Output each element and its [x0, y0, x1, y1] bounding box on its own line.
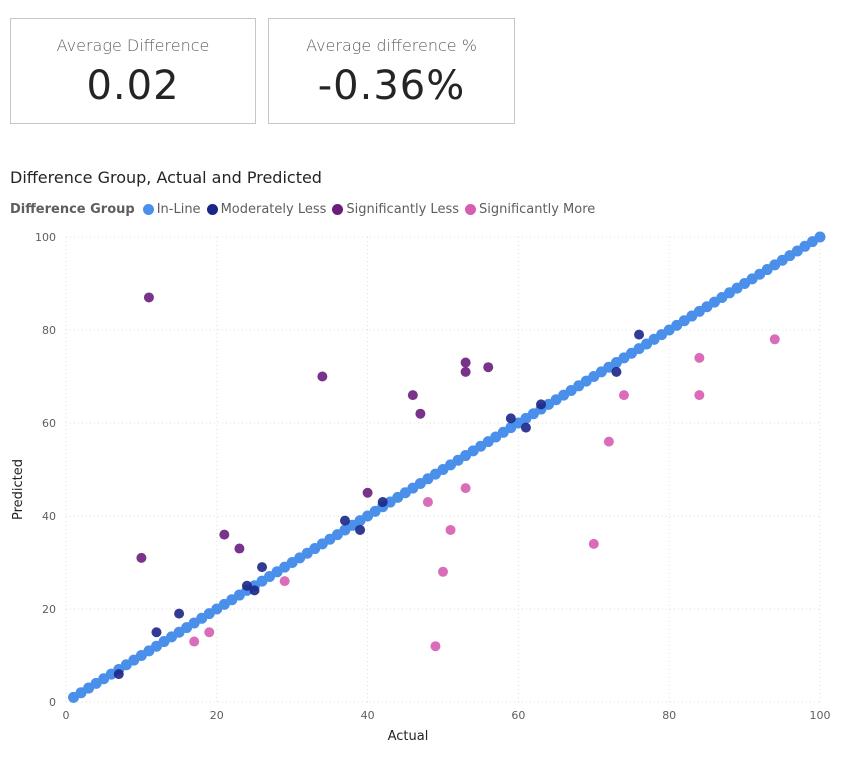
x-tick-label: 60	[511, 709, 525, 722]
data-point[interactable]	[694, 390, 705, 401]
data-point[interactable]	[694, 352, 705, 363]
data-point[interactable]	[407, 390, 418, 401]
data-point[interactable]	[113, 669, 124, 680]
y-axis-label: Predicted	[11, 459, 26, 520]
legend-item[interactable]: Moderately Less	[206, 202, 327, 217]
data-point[interactable]	[460, 483, 471, 494]
data-point[interactable]	[151, 627, 162, 638]
x-tick-label: 80	[662, 709, 676, 722]
data-point[interactable]	[634, 329, 645, 340]
data-point[interactable]	[618, 390, 629, 401]
data-point[interactable]	[219, 529, 230, 540]
data-point[interactable]	[279, 576, 290, 587]
legend-marker	[465, 204, 476, 215]
legend-marker	[206, 204, 218, 215]
legend-label: Significantly More	[479, 202, 596, 217]
average-difference-percent-card[interactable]: Average difference % -0.36%	[268, 18, 515, 124]
data-point[interactable]	[415, 408, 426, 419]
card-value: 0.02	[86, 63, 180, 109]
legend-item[interactable]: Significantly More	[465, 202, 595, 217]
card-value: -0.36%	[317, 63, 466, 109]
data-point[interactable]	[136, 552, 147, 563]
data-point[interactable]	[143, 292, 154, 303]
data-point[interactable]	[355, 524, 366, 535]
chart-title: Difference Group, Actual and Predicted	[10, 168, 322, 187]
average-difference-card[interactable]: Average Difference 0.02	[10, 18, 256, 124]
x-tick-label: 0	[63, 709, 70, 722]
data-point[interactable]	[814, 231, 826, 243]
data-point[interactable]	[317, 371, 328, 382]
legend-marker	[142, 204, 154, 215]
data-point[interactable]	[430, 641, 441, 652]
scatter-chart[interactable]: 0 20 40 60 80 100 0 20 40 60 80 100 Actual Predicted	[0, 225, 847, 766]
data-point[interactable]	[520, 422, 531, 433]
legend-marker	[332, 204, 344, 215]
y-tick-label: 60	[42, 417, 56, 430]
data-point[interactable]	[257, 562, 268, 573]
data-point[interactable]	[588, 538, 599, 549]
data-point[interactable]	[603, 436, 614, 447]
legend-item[interactable]: In-Line	[142, 202, 201, 217]
legend-title: Difference Group	[10, 202, 135, 217]
data-point[interactable]	[377, 497, 388, 508]
data-point[interactable]	[234, 543, 245, 554]
data-point[interactable]	[460, 366, 471, 377]
card-title: Average difference %	[306, 36, 477, 55]
x-tick-label: 20	[210, 709, 224, 722]
data-point[interactable]	[241, 580, 252, 591]
card-title: Average Difference	[56, 36, 210, 55]
x-axis-label: Actual	[388, 729, 429, 744]
data-point[interactable]	[611, 366, 622, 377]
data-point[interactable]	[483, 362, 494, 373]
legend-label: Moderately Less	[220, 202, 327, 217]
chart-legend: Difference Group In-Line Moderately Less S…	[10, 202, 601, 217]
data-point[interactable]	[174, 608, 185, 619]
legend-label: In-Line	[156, 202, 201, 217]
data-point[interactable]	[362, 487, 373, 498]
y-tick-label: 40	[42, 510, 56, 523]
data-point[interactable]	[249, 585, 260, 596]
x-tick-label: 100	[810, 709, 831, 722]
data-point[interactable]	[438, 566, 448, 577]
data-point[interactable]	[460, 357, 471, 368]
y-tick-label: 100	[35, 231, 56, 244]
legend-label: Significantly Less	[346, 202, 459, 217]
data-point[interactable]	[505, 413, 516, 424]
data-point[interactable]	[204, 627, 215, 638]
data-point[interactable]	[339, 515, 350, 526]
data-point[interactable]	[769, 334, 780, 345]
y-tick-label: 80	[42, 324, 56, 337]
data-point[interactable]	[422, 497, 433, 508]
y-tick-label: 20	[42, 603, 56, 616]
data-point[interactable]	[445, 524, 456, 535]
legend-item[interactable]: Significantly Less	[332, 202, 459, 217]
x-tick-label: 40	[361, 709, 375, 722]
data-point[interactable]	[536, 399, 547, 410]
data-point[interactable]	[189, 636, 200, 647]
y-tick-label: 0	[49, 696, 56, 709]
